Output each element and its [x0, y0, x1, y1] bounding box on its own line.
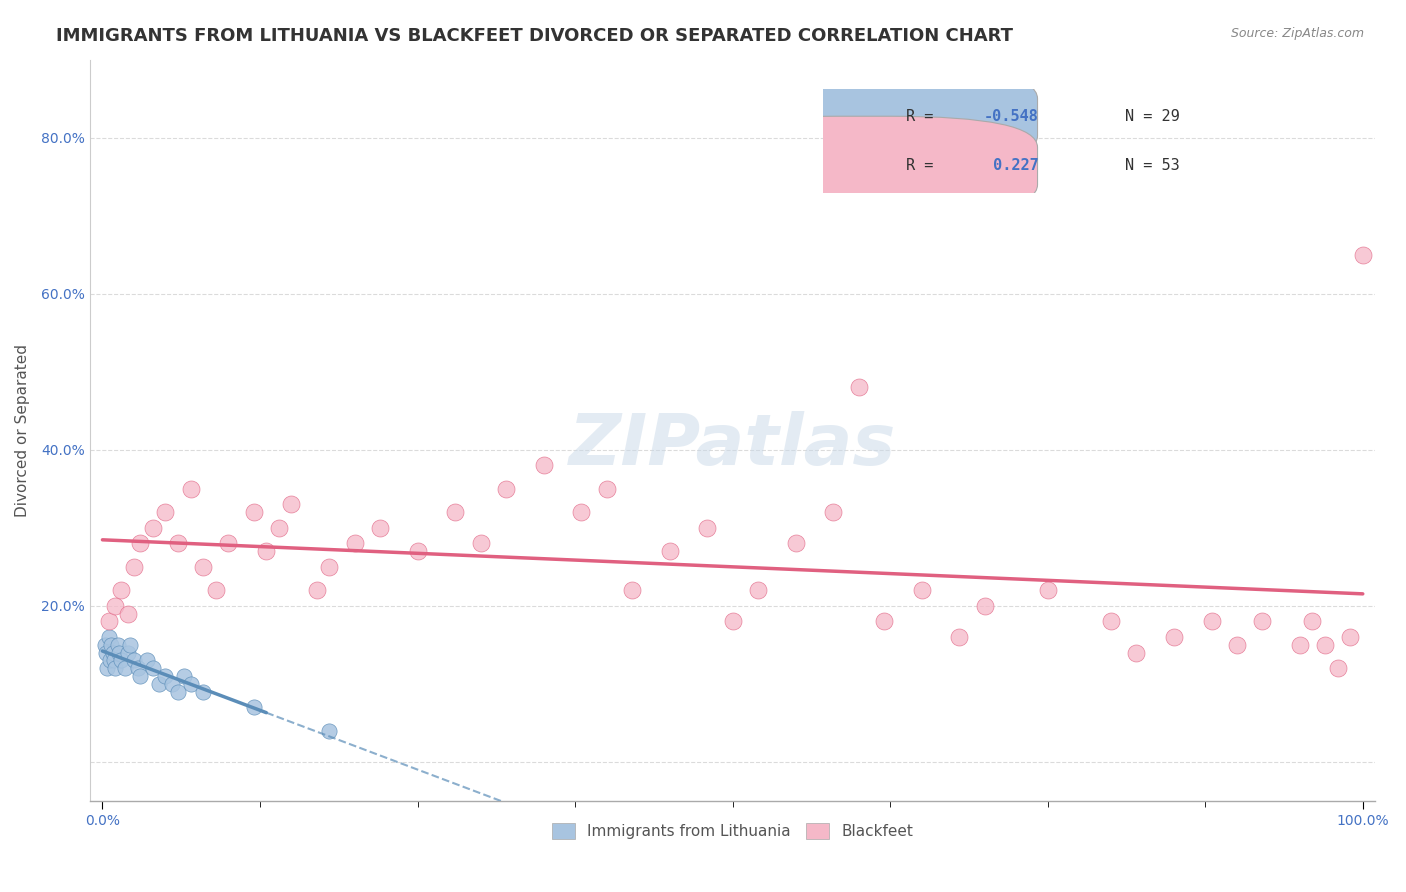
- Point: [1099, 615, 1122, 629]
- Point: [823, 505, 845, 519]
- Point: [470, 536, 492, 550]
- Point: [368, 521, 391, 535]
- Point: [1125, 646, 1147, 660]
- Point: [280, 497, 302, 511]
- Point: [129, 536, 152, 550]
- Point: [318, 559, 340, 574]
- Point: [104, 661, 127, 675]
- Point: [242, 700, 264, 714]
- Point: [569, 505, 592, 519]
- Point: [129, 669, 152, 683]
- Point: [96, 661, 118, 675]
- Text: ZIPatlas: ZIPatlas: [569, 410, 896, 480]
- Point: [193, 559, 215, 574]
- Text: Source: ZipAtlas.com: Source: ZipAtlas.com: [1230, 27, 1364, 40]
- Point: [117, 607, 139, 621]
- Point: [1201, 615, 1223, 629]
- Point: [785, 536, 807, 550]
- Point: [173, 669, 195, 683]
- Point: [122, 653, 145, 667]
- Point: [160, 677, 183, 691]
- Point: [1351, 248, 1374, 262]
- Point: [911, 583, 934, 598]
- Point: [205, 583, 228, 598]
- Point: [127, 661, 149, 675]
- Point: [948, 630, 970, 644]
- Point: [97, 615, 120, 629]
- Point: [873, 615, 896, 629]
- Point: [120, 638, 142, 652]
- Point: [533, 458, 555, 473]
- Point: [101, 646, 124, 660]
- Point: [305, 583, 328, 598]
- Point: [110, 583, 132, 598]
- Point: [658, 544, 681, 558]
- Point: [1288, 638, 1310, 652]
- Point: [343, 536, 366, 550]
- Point: [94, 638, 117, 652]
- Point: [110, 653, 132, 667]
- Text: IMMIGRANTS FROM LITHUANIA VS BLACKFEET DIVORCED OR SEPARATED CORRELATION CHART: IMMIGRANTS FROM LITHUANIA VS BLACKFEET D…: [56, 27, 1014, 45]
- Point: [1313, 638, 1336, 652]
- Point: [1326, 661, 1348, 675]
- Point: [1339, 630, 1361, 644]
- Point: [97, 630, 120, 644]
- Point: [104, 599, 127, 613]
- Point: [721, 615, 744, 629]
- Point: [117, 646, 139, 660]
- Point: [1226, 638, 1249, 652]
- Point: [973, 599, 995, 613]
- Point: [142, 661, 165, 675]
- Point: [1036, 583, 1059, 598]
- Point: [167, 536, 190, 550]
- Point: [180, 482, 202, 496]
- Point: [98, 653, 121, 667]
- Y-axis label: Divorced or Separated: Divorced or Separated: [15, 343, 30, 516]
- Point: [620, 583, 643, 598]
- Point: [108, 646, 131, 660]
- Point: [747, 583, 769, 598]
- Point: [135, 653, 157, 667]
- Point: [242, 505, 264, 519]
- Point: [267, 521, 290, 535]
- Point: [318, 723, 340, 738]
- Point: [100, 638, 122, 652]
- Point: [193, 684, 215, 698]
- Point: [218, 536, 240, 550]
- Point: [254, 544, 277, 558]
- Point: [167, 684, 190, 698]
- Point: [122, 559, 145, 574]
- Point: [1301, 615, 1323, 629]
- Point: [444, 505, 467, 519]
- Point: [1251, 615, 1274, 629]
- Point: [96, 646, 118, 660]
- Point: [142, 521, 165, 535]
- Point: [107, 638, 129, 652]
- Point: [1163, 630, 1185, 644]
- Point: [848, 380, 870, 394]
- Point: [148, 677, 170, 691]
- Point: [406, 544, 429, 558]
- Point: [155, 505, 177, 519]
- Point: [103, 653, 125, 667]
- Point: [495, 482, 517, 496]
- Point: [180, 677, 202, 691]
- Point: [114, 661, 136, 675]
- Legend: Immigrants from Lithuania, Blackfeet: Immigrants from Lithuania, Blackfeet: [546, 817, 920, 845]
- Point: [155, 669, 177, 683]
- Point: [595, 482, 617, 496]
- Point: [696, 521, 718, 535]
